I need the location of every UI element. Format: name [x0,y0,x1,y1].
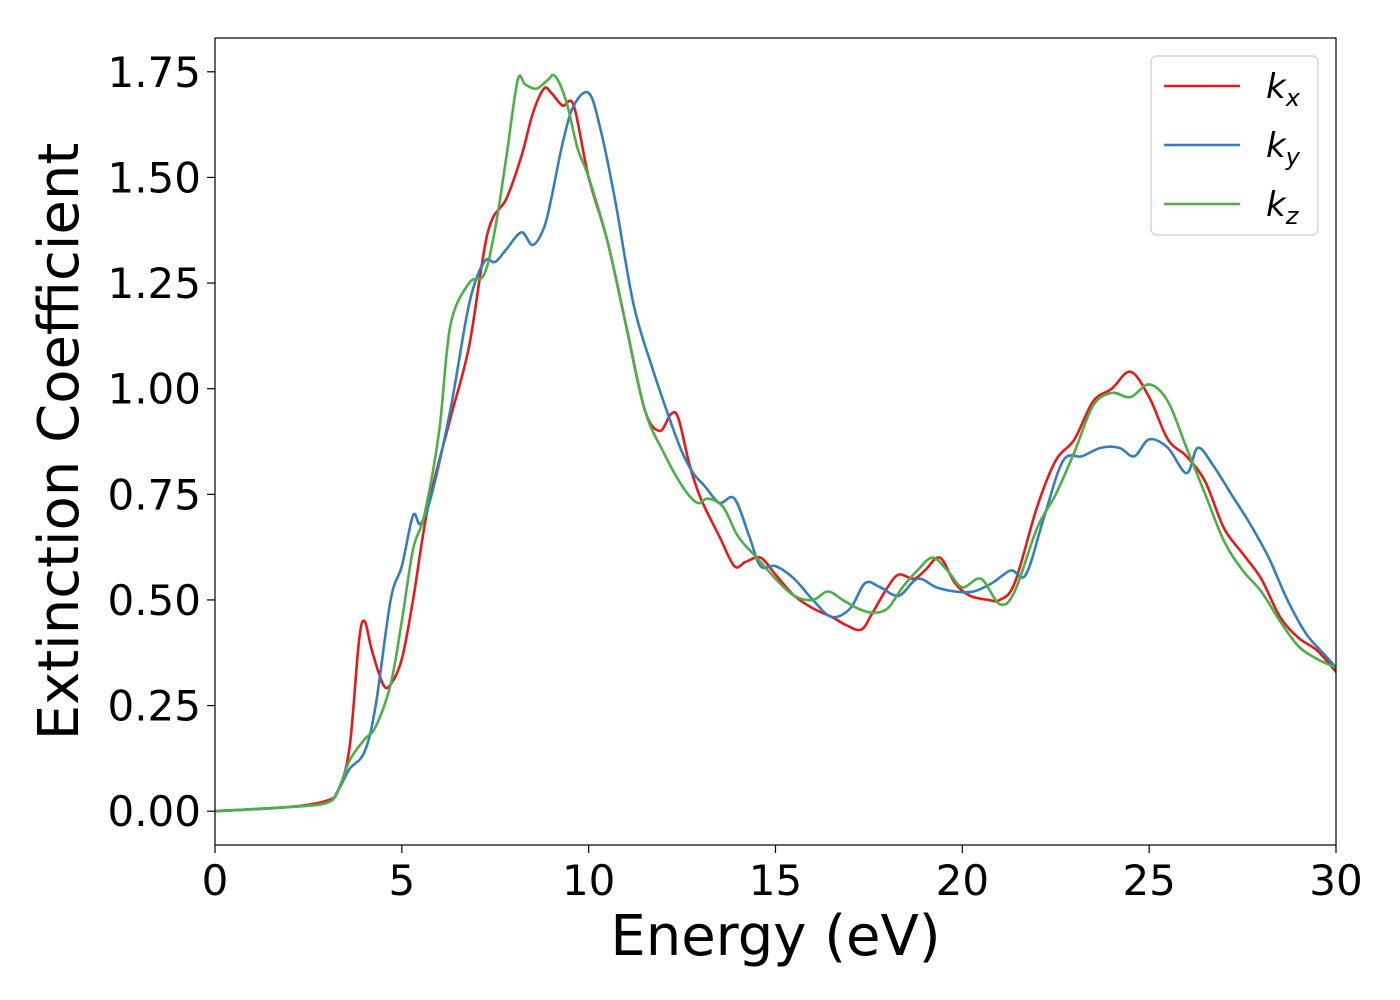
x-tick-label: 10 [562,856,615,905]
y-axis-ticks: 0.00 0.25 0.50 0.75 1.00 1.25 1.50 1.75 [107,48,215,836]
x-tick-label: 30 [1309,856,1362,905]
series-line-x [215,86,1336,813]
x-tick-label: 15 [749,856,802,905]
y-tick-label: 0.25 [107,682,201,731]
y-tick-label: 0.75 [107,470,201,519]
y-tick-label: 1.50 [107,153,201,202]
y-tick-label: 0.50 [107,576,201,625]
y-tick-label: 1.25 [107,259,201,308]
y-tick-label: 1.00 [107,365,201,414]
y-axis-title: Extinction Coefficient [27,143,92,741]
x-tick-label: 5 [388,856,415,905]
x-axis-title: Energy (eV) [610,904,940,969]
y-tick-label: 0.00 [107,787,201,836]
series-line-y [215,90,1336,813]
y-tick-label: 1.75 [107,48,201,97]
plot-lines [215,73,1336,813]
x-tick-label: 0 [202,856,229,905]
x-axis-ticks: 0 5 10 15 20 25 30 [202,845,1363,905]
series-line-z [215,73,1336,813]
x-tick-label: 20 [936,856,989,905]
x-tick-label: 25 [1122,856,1175,905]
